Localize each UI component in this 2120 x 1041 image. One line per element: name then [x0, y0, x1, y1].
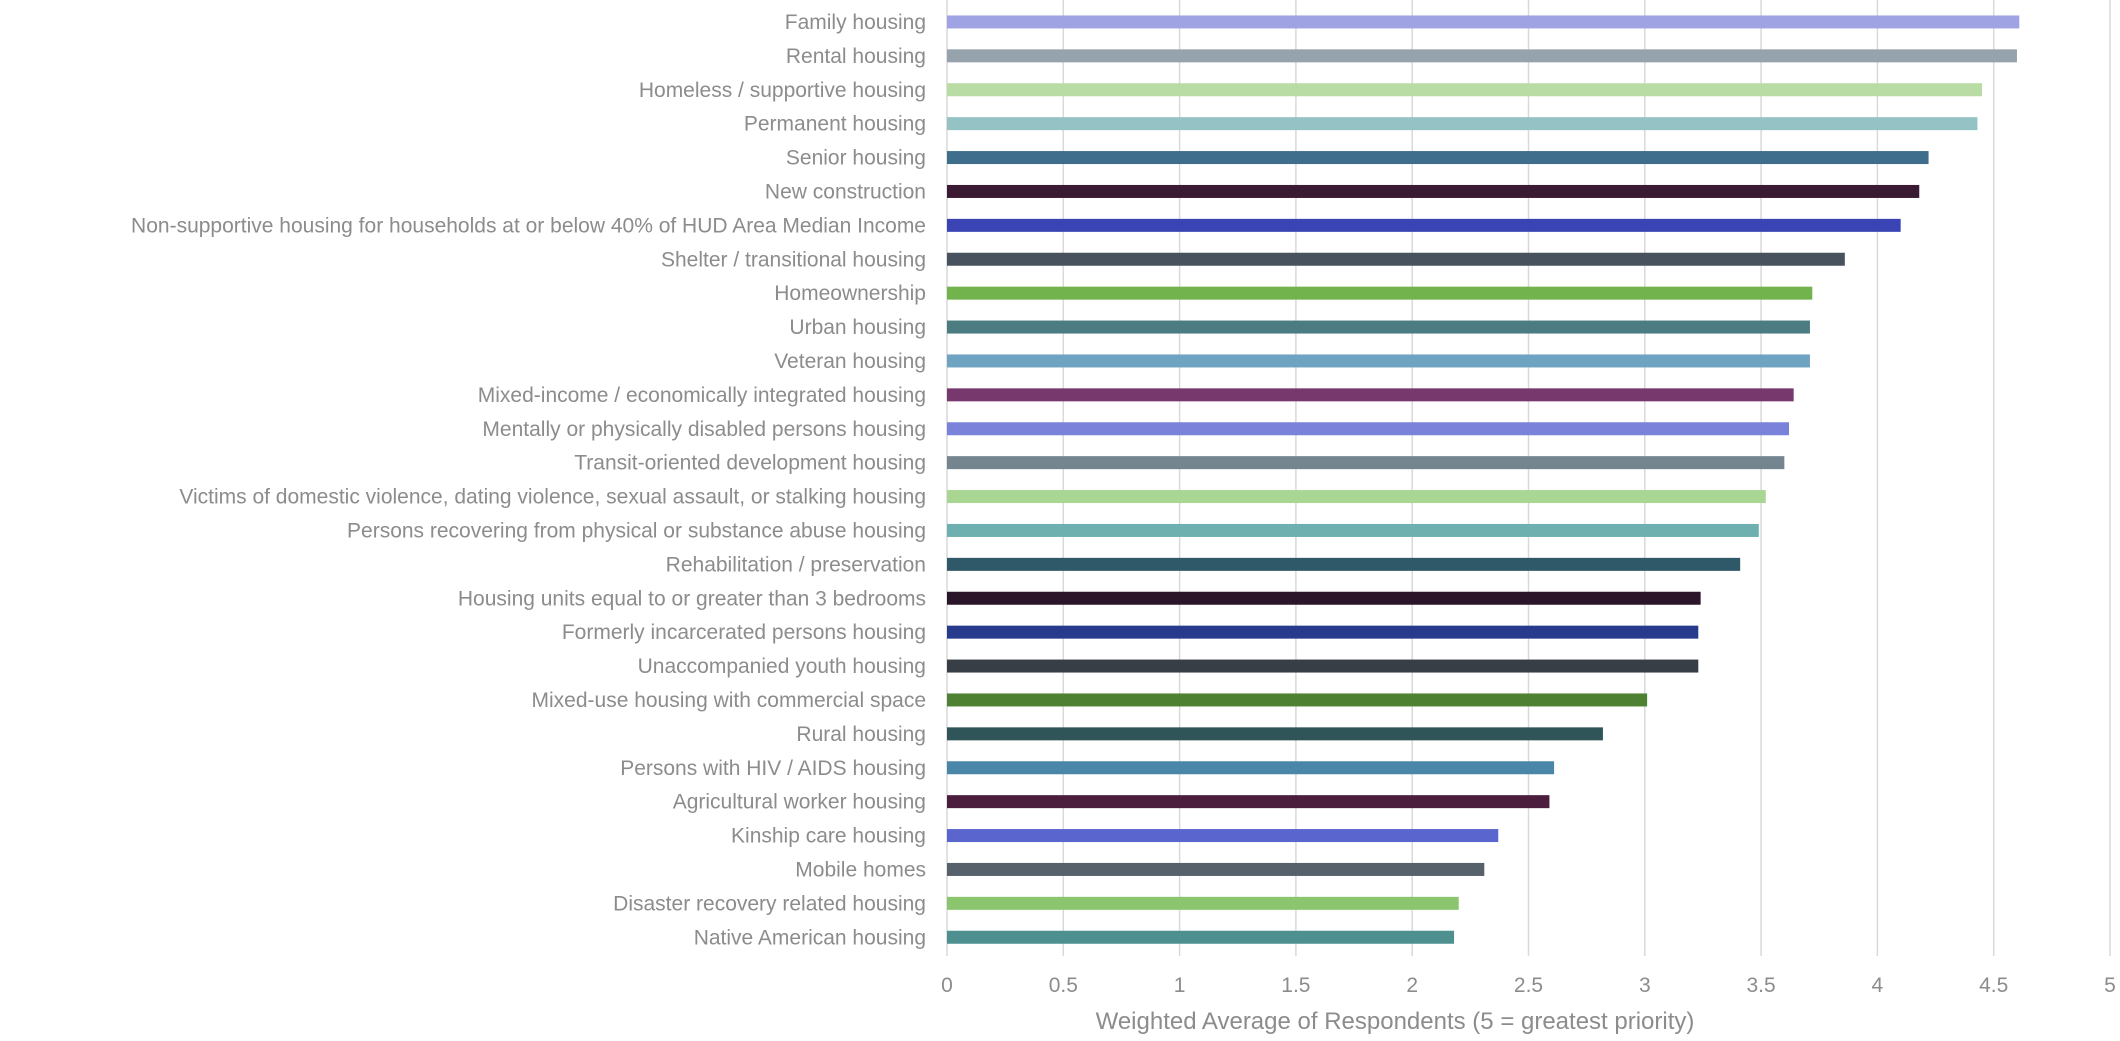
category-label: Homeless / supportive housing [639, 79, 926, 102]
category-label: Formerly incarcerated persons housing [562, 621, 926, 644]
category-label: Housing units equal to or greater than 3… [458, 587, 926, 610]
bar [947, 49, 2017, 63]
category-label: New construction [765, 180, 926, 203]
x-tick-label: 4 [1872, 974, 1884, 997]
category-label: Urban housing [789, 316, 926, 339]
bar [947, 761, 1555, 775]
category-label: Rehabilitation / preservation [666, 553, 926, 576]
category-label: Victims of domestic violence, dating vio… [179, 486, 926, 509]
x-tick-label: 4.5 [1979, 974, 2008, 997]
bar [947, 320, 1810, 334]
x-tick-label: 2 [1406, 974, 1418, 997]
x-tick-label: 1 [1174, 974, 1186, 997]
category-label: Persons with HIV / AIDS housing [620, 757, 926, 780]
bar-layer [947, 15, 2020, 944]
bar [947, 490, 1766, 504]
x-tick-label: 1.5 [1281, 974, 1310, 997]
category-label: Mentally or physically disabled persons … [482, 418, 926, 441]
bar [947, 625, 1699, 639]
category-label: Mixed-use housing with commercial space [532, 689, 927, 712]
bar [947, 727, 1603, 741]
category-label: Homeownership [774, 282, 926, 305]
category-label: Permanent housing [744, 113, 926, 136]
bar [947, 829, 1499, 843]
grid-layer [946, 0, 2111, 956]
bar [947, 117, 1978, 131]
category-label: Native American housing [694, 926, 926, 949]
category-label: Rental housing [786, 45, 926, 68]
bar [947, 286, 1813, 300]
bar [947, 862, 1485, 876]
bar [947, 184, 1920, 198]
bar [947, 388, 1794, 402]
bar [947, 456, 1785, 470]
bar [947, 591, 1701, 605]
bar [947, 930, 1455, 944]
category-label: Senior housing [786, 147, 926, 170]
category-label: Non-supportive housing for households at… [131, 214, 926, 237]
x-tick-label: 3.5 [1746, 974, 1775, 997]
x-tick-label: 2.5 [1514, 974, 1543, 997]
bar [947, 354, 1810, 368]
bar [947, 83, 1983, 97]
bar [947, 659, 1699, 673]
category-label: Family housing [785, 11, 926, 34]
x-tick-label: 5 [2104, 974, 2116, 997]
x-tick-label-layer: 0 0.5 1 1.5 2 2.5 3 3.5 4 4.5 5 [941, 974, 2116, 997]
x-axis-title: Weighted Average of Respondents (5 = gre… [1096, 1008, 1695, 1035]
bar [947, 896, 1459, 910]
category-label: Shelter / transitional housing [661, 248, 926, 271]
bar [947, 557, 1741, 571]
category-label: Rural housing [796, 723, 926, 746]
category-label: Mixed-income / economically integrated h… [478, 384, 926, 407]
bar [947, 795, 1550, 809]
bar [947, 15, 2020, 29]
category-label: Persons recovering from physical or subs… [347, 519, 926, 542]
category-label: Veteran housing [774, 350, 926, 373]
category-label-layer: Family housing Rental housing Homeless / s… [131, 11, 926, 949]
x-tick-label: 3 [1639, 974, 1651, 997]
bar [947, 422, 1790, 436]
category-label: Kinship care housing [731, 825, 926, 848]
x-tick-label: 0.5 [1049, 974, 1078, 997]
category-label: Unaccompanied youth housing [638, 655, 926, 678]
bar [947, 523, 1759, 537]
bar [947, 151, 1929, 165]
category-label: Agricultural worker housing [673, 791, 926, 814]
category-label: Disaster recovery related housing [613, 892, 926, 915]
bar [947, 252, 1845, 266]
category-label: Transit-oriented development housing [574, 452, 926, 475]
bar [947, 693, 1648, 707]
x-tick-label: 0 [941, 974, 953, 997]
bar [947, 218, 1901, 232]
category-label: Mobile homes [795, 858, 926, 881]
